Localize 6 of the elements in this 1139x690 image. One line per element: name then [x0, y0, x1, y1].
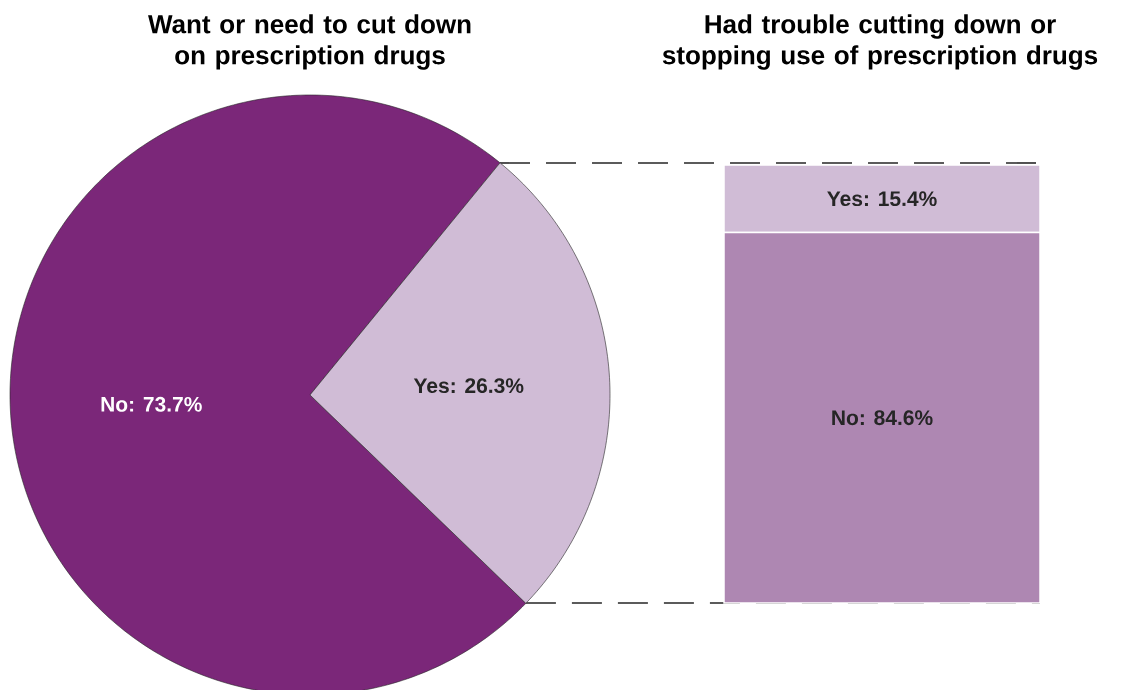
data-label: Yes: 26.3% — [413, 378, 524, 394]
data-label: No: 84.6% — [832, 410, 933, 426]
chart-title: Had trouble cutting down or stopping use of prescription drugs — [662, 14, 1098, 70]
data-label: No: 73.7% — [101, 396, 202, 412]
data-label: Yes: 15.4% — [827, 191, 937, 207]
chart-title: Want or need to cut down on prescription drugs — [148, 14, 471, 70]
